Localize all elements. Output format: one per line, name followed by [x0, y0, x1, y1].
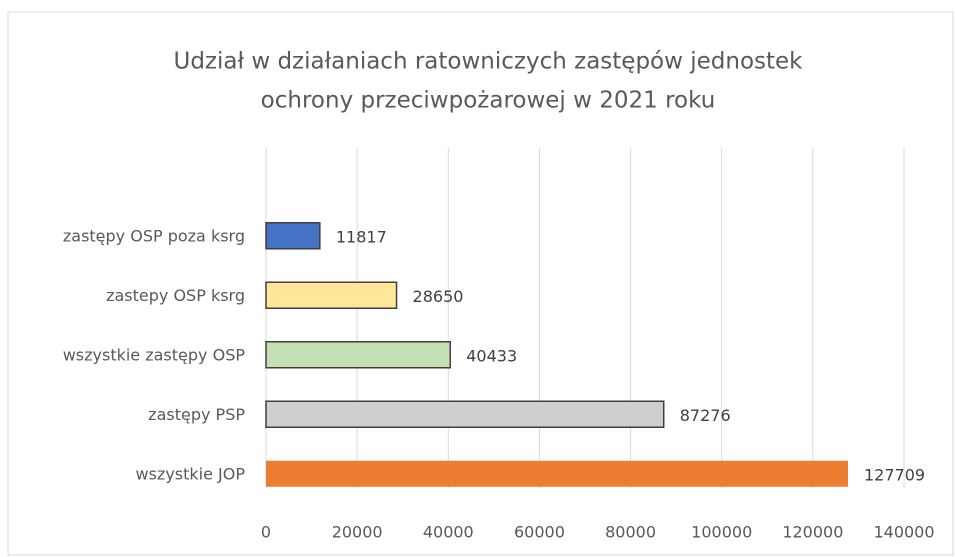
x-tick-label: 100000 — [691, 523, 752, 542]
x-tick-label: 0 — [261, 523, 271, 542]
data-label: 127709 — [864, 465, 925, 484]
bar — [265, 222, 321, 250]
data-label: 28650 — [413, 287, 464, 306]
data-label: 11817 — [336, 227, 387, 246]
x-tick-label: 120000 — [782, 523, 843, 542]
bar — [265, 281, 398, 309]
x-tick-label: 140000 — [873, 523, 934, 542]
x-tick-label: 60000 — [514, 523, 565, 542]
data-label: 87276 — [680, 406, 731, 425]
y-tick-label: zastępy OSP poza ksrg — [63, 226, 245, 245]
chart-title: Udział w działaniach ratowniczych zastęp… — [174, 49, 804, 75]
y-tick-label: zastepy OSP ksrg — [106, 286, 245, 305]
x-tick-label: 20000 — [332, 523, 383, 542]
bar — [265, 400, 665, 428]
bar — [266, 460, 848, 487]
chart-title: ochrony przeciwpożarowej w 2021 roku — [261, 88, 716, 114]
y-tick-label: wszystkie zastępy OSP — [63, 345, 246, 364]
y-tick-label: zastępy PSP — [148, 405, 245, 424]
x-tick-label: 80000 — [605, 523, 656, 542]
x-tick-label: 40000 — [423, 523, 474, 542]
y-tick-label: wszystkie JOP — [136, 464, 246, 483]
bar — [265, 341, 452, 369]
data-label: 40433 — [466, 346, 517, 365]
